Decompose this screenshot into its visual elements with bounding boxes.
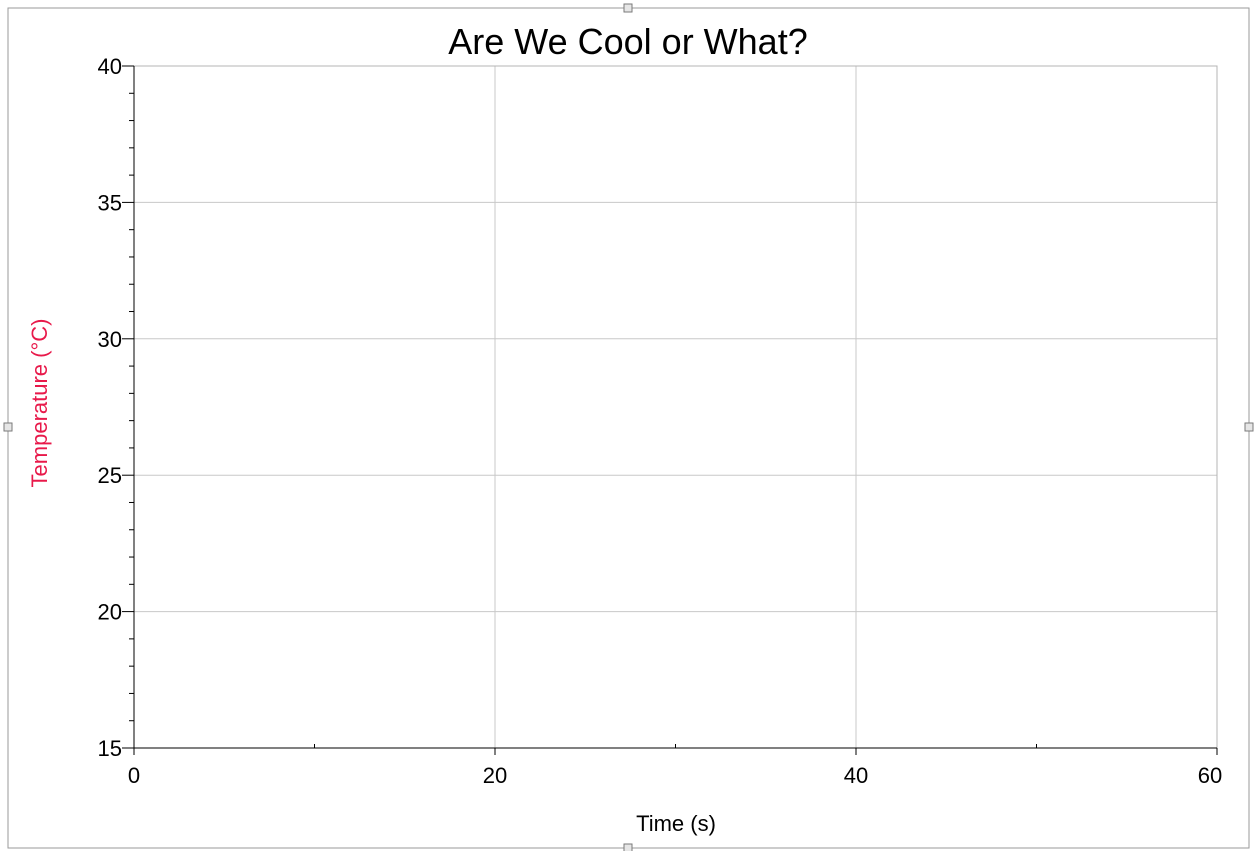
resize-handle-bottom-icon[interactable] bbox=[623, 843, 633, 851]
x-tick-label: 0 bbox=[128, 763, 140, 788]
y-tick-labels: 15 20 25 30 35 40 bbox=[98, 54, 122, 761]
y-tick-label: 35 bbox=[98, 190, 122, 215]
resize-handle-right-icon[interactable] bbox=[1244, 422, 1254, 432]
grid bbox=[134, 66, 1217, 748]
y-tick-label: 20 bbox=[98, 600, 122, 625]
x-axis-label: Time (s) bbox=[636, 811, 716, 836]
resize-handles[interactable] bbox=[3, 3, 1254, 851]
y-tick-label: 30 bbox=[98, 327, 122, 352]
resize-handle-top-icon[interactable] bbox=[623, 3, 633, 13]
x-tick-label: 20 bbox=[483, 763, 507, 788]
y-axis-label: Temperature (°C) bbox=[27, 319, 52, 488]
graph-outer-border bbox=[7, 7, 1250, 849]
resize-handle-left-icon[interactable] bbox=[3, 422, 13, 432]
chart-title: Are We Cool or What? bbox=[448, 21, 807, 62]
y-tick-label: 15 bbox=[98, 736, 122, 761]
y-tick-label: 25 bbox=[98, 463, 122, 488]
x-tick-label: 40 bbox=[844, 763, 868, 788]
x-tick-label: 60 bbox=[1198, 763, 1222, 788]
y-tick-label: 40 bbox=[98, 54, 122, 79]
x-tick-labels: 0 20 40 60 bbox=[128, 763, 1222, 788]
axes bbox=[122, 65, 1218, 755]
